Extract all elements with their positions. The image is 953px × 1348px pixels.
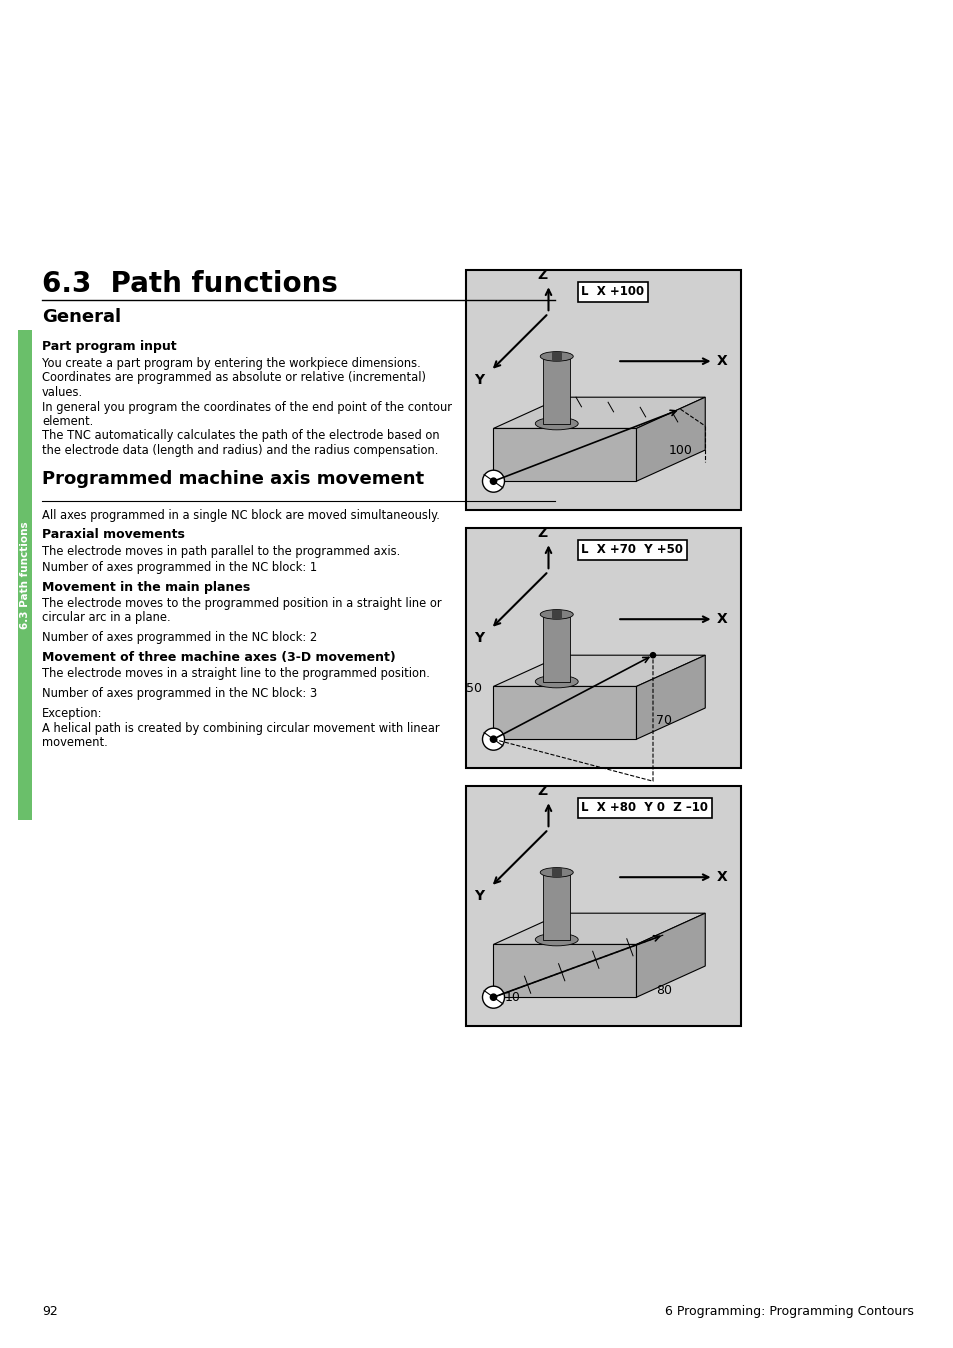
Ellipse shape xyxy=(539,609,573,619)
Polygon shape xyxy=(493,913,704,945)
Text: Y: Y xyxy=(474,890,484,903)
Ellipse shape xyxy=(539,868,573,878)
Ellipse shape xyxy=(535,418,578,430)
Text: All axes programmed in a single NC block are moved simultaneously.: All axes programmed in a single NC block… xyxy=(42,508,439,522)
Text: Part program input: Part program input xyxy=(42,340,176,353)
Text: Paraxial movements: Paraxial movements xyxy=(42,528,185,542)
Bar xyxy=(552,352,561,361)
Text: values.: values. xyxy=(42,386,83,399)
Text: Coordinates are programmed as absolute or relative (incremental): Coordinates are programmed as absolute o… xyxy=(42,372,426,384)
Text: Programmed machine axis movement: Programmed machine axis movement xyxy=(42,470,424,488)
Text: 80: 80 xyxy=(656,984,671,996)
Text: 6.3  Path functions: 6.3 Path functions xyxy=(42,270,337,298)
Bar xyxy=(552,868,561,878)
Text: Z: Z xyxy=(537,526,547,541)
Text: X: X xyxy=(716,612,726,627)
Text: the electrode data (length and radius) and the radius compensation.: the electrode data (length and radius) a… xyxy=(42,443,438,457)
Polygon shape xyxy=(493,945,636,998)
Polygon shape xyxy=(493,686,636,739)
Text: 6.3 Path functions: 6.3 Path functions xyxy=(20,522,30,628)
Text: movement.: movement. xyxy=(42,736,108,749)
Bar xyxy=(542,356,570,423)
Text: L  X +80  Y 0  Z –10: L X +80 Y 0 Z –10 xyxy=(581,801,708,814)
Text: The electrode moves to the programmed position in a straight line or: The electrode moves to the programmed po… xyxy=(42,597,441,609)
Text: Movement in the main planes: Movement in the main planes xyxy=(42,581,250,593)
Polygon shape xyxy=(636,655,704,739)
Text: 92: 92 xyxy=(42,1305,58,1318)
Bar xyxy=(465,270,740,510)
Text: The TNC automatically calculates the path of the electrode based on: The TNC automatically calculates the pat… xyxy=(42,430,439,442)
Text: In general you program the coordinates of the end point of the contour: In general you program the coordinates o… xyxy=(42,400,452,414)
Text: The electrode moves in path parallel to the programmed axis.: The electrode moves in path parallel to … xyxy=(42,545,400,558)
Text: Movement of three machine axes (3-D movement): Movement of three machine axes (3-D move… xyxy=(42,651,395,665)
Circle shape xyxy=(482,987,504,1008)
Bar xyxy=(542,615,570,682)
Polygon shape xyxy=(636,913,704,998)
Bar xyxy=(552,609,561,619)
Text: Y: Y xyxy=(474,373,484,387)
Text: Number of axes programmed in the NC block: 1: Number of axes programmed in the NC bloc… xyxy=(42,561,316,573)
Text: Z: Z xyxy=(537,785,547,798)
Text: A helical path is created by combining circular movement with linear: A helical path is created by combining c… xyxy=(42,723,439,735)
Text: General: General xyxy=(42,307,121,326)
Text: 50: 50 xyxy=(466,682,482,696)
Circle shape xyxy=(489,993,497,1002)
Text: L  X +70  Y +50: L X +70 Y +50 xyxy=(581,543,682,557)
Text: 70: 70 xyxy=(656,713,671,727)
Ellipse shape xyxy=(535,675,578,687)
Text: element.: element. xyxy=(42,415,93,429)
Text: 10: 10 xyxy=(504,991,520,1004)
Text: Exception:: Exception: xyxy=(42,706,102,720)
Text: L  X +100: L X +100 xyxy=(581,284,644,298)
Text: Y: Y xyxy=(474,631,484,646)
Polygon shape xyxy=(636,398,704,481)
Text: Number of axes programmed in the NC block: 2: Number of axes programmed in the NC bloc… xyxy=(42,631,317,644)
Text: The electrode moves in a straight line to the programmed position.: The electrode moves in a straight line t… xyxy=(42,667,430,679)
Text: You create a part program by entering the workpiece dimensions.: You create a part program by entering th… xyxy=(42,357,420,369)
Circle shape xyxy=(489,736,497,743)
Bar xyxy=(465,528,740,768)
Polygon shape xyxy=(493,429,636,481)
Circle shape xyxy=(489,477,497,485)
Bar xyxy=(18,330,32,820)
Text: 6 Programming: Programming Contours: 6 Programming: Programming Contours xyxy=(664,1305,913,1318)
Ellipse shape xyxy=(535,933,578,946)
Bar xyxy=(542,872,570,940)
Text: Z: Z xyxy=(537,268,547,282)
Bar xyxy=(465,786,740,1026)
Polygon shape xyxy=(493,398,704,429)
Text: X: X xyxy=(716,355,726,368)
Polygon shape xyxy=(493,655,704,686)
Text: 100: 100 xyxy=(668,443,692,457)
Ellipse shape xyxy=(539,352,573,361)
Circle shape xyxy=(482,470,504,492)
Text: X: X xyxy=(716,871,726,884)
Circle shape xyxy=(649,652,656,659)
Circle shape xyxy=(482,728,504,751)
Text: circular arc in a plane.: circular arc in a plane. xyxy=(42,611,171,624)
Text: Number of axes programmed in the NC block: 3: Number of axes programmed in the NC bloc… xyxy=(42,687,317,700)
